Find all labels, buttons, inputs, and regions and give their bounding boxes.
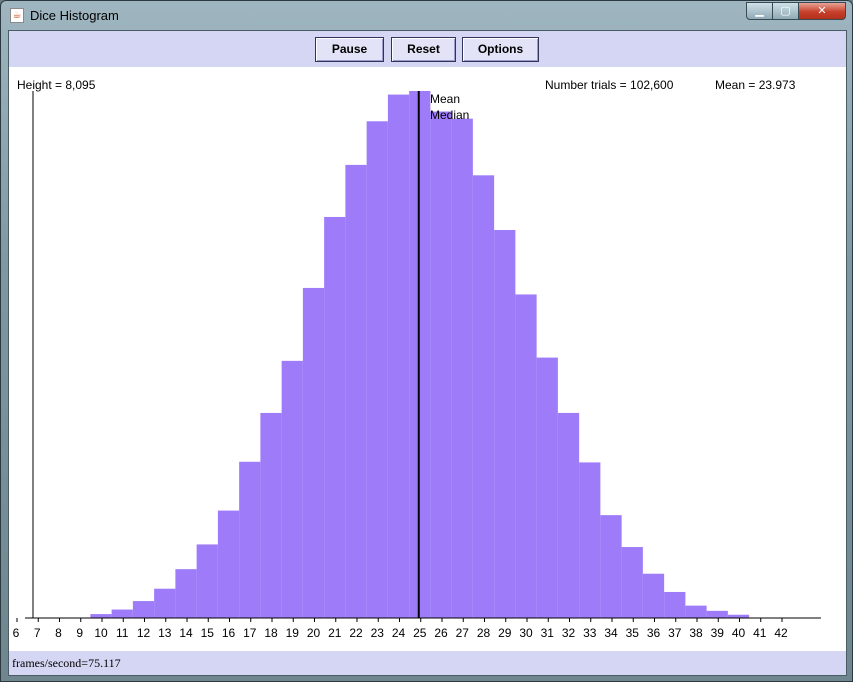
histogram-bar-16 (217, 510, 240, 618)
x-tick-label-18: 18 (264, 626, 278, 640)
histogram-bar-19 (281, 360, 303, 618)
x-axis-tick-labels: 6 7 8 9 10 11 12 13 14 15 16 17 18 19 20 21 22 23 24 25 26 27… (13, 626, 788, 640)
histogram-bar-17 (239, 461, 261, 618)
histogram-bar-27 (451, 118, 473, 619)
x-tick-label-14: 14 (179, 626, 193, 640)
histogram-bar-36 (642, 573, 665, 618)
options-button[interactable]: Options (462, 37, 539, 62)
histogram-bar-39 (706, 610, 728, 618)
histogram-bar-10 (90, 614, 112, 618)
x-tick-label-34: 34 (604, 626, 618, 640)
x-tick-label-29: 29 (498, 626, 512, 640)
status-bar: frames/second=75.117 (9, 651, 846, 675)
histogram-bar-34 (600, 515, 622, 618)
maximize-icon: ▢ (780, 4, 791, 17)
mean-marker-label: Mean (430, 92, 460, 106)
histogram-bar-24 (387, 94, 410, 618)
histogram-bar-13 (154, 588, 176, 618)
window-title: Dice Histogram (30, 8, 119, 23)
histogram-bar-23 (366, 121, 388, 618)
x-tick-label-30: 30 (519, 626, 533, 640)
x-tick-label-40: 40 (732, 626, 746, 640)
histogram-bar-37 (664, 591, 686, 618)
x-tick-label-11: 11 (116, 626, 129, 640)
minimize-icon: ▁ (755, 4, 764, 17)
window-controls: ▁ ▢ ✕ (746, 2, 846, 21)
x-tick-label-19: 19 (286, 626, 300, 640)
x-tick-label-25: 25 (413, 626, 427, 640)
histogram-bar-32 (557, 412, 580, 618)
x-tick-label-26: 26 (434, 626, 448, 640)
histogram-bar-12 (132, 601, 155, 618)
histogram-bar-11 (111, 609, 133, 618)
x-tick-label-9: 9 (76, 626, 83, 640)
x-tick-label-42: 42 (774, 626, 788, 640)
histogram-bar-21 (324, 216, 346, 618)
x-tick-label-13: 13 (158, 626, 172, 640)
x-tick-label-24: 24 (392, 626, 406, 640)
x-tick-label-16: 16 (222, 626, 236, 640)
x-tick-label-36: 36 (647, 626, 661, 640)
histogram-bar-29 (494, 229, 516, 619)
histogram-bars (90, 91, 750, 619)
histogram-bar-22 (345, 164, 367, 618)
histogram-bar-28 (472, 175, 495, 618)
x-tick-label-8: 8 (55, 626, 62, 640)
histogram-bar-30 (515, 294, 537, 618)
height-label: Height = 8,095 (17, 78, 96, 92)
x-tick-label-35: 35 (626, 626, 640, 640)
x-tick-label-32: 32 (562, 626, 576, 640)
x-tick-label-10: 10 (94, 626, 108, 640)
histogram-bar-31 (536, 357, 558, 618)
x-tick-label-38: 38 (689, 626, 703, 640)
java-icon[interactable]: ☕ (10, 8, 24, 23)
histogram-bar-40 (727, 614, 750, 618)
reset-button[interactable]: Reset (391, 37, 456, 62)
title-bar[interactable]: ☕ Dice Histogram ▁ ▢ ✕ (1, 1, 852, 30)
histogram-bar-38 (685, 605, 707, 618)
close-button[interactable]: ✕ (799, 2, 846, 20)
x-axis-ticks (16, 618, 783, 622)
histogram-bar-15 (196, 544, 218, 618)
x-tick-label-17: 17 (243, 626, 257, 640)
x-tick-label-41: 41 (753, 626, 767, 640)
x-tick-label-23: 23 (371, 626, 385, 640)
x-tick-label-21: 21 (328, 626, 342, 640)
x-tick-label-39: 39 (711, 626, 725, 640)
toolbar: Pause Reset Options (9, 31, 846, 67)
number-trials-label: Number trials = 102,600 (545, 78, 674, 92)
x-tick-label-31: 31 (541, 626, 555, 640)
x-tick-label-12: 12 (137, 626, 151, 640)
close-icon: ✕ (817, 4, 827, 17)
minimize-button[interactable]: ▁ (746, 2, 773, 20)
fps-readout: frames/second=75.117 (12, 656, 121, 670)
median-marker-label: Median (430, 108, 469, 122)
x-tick-label-27: 27 (456, 626, 470, 640)
x-tick-label-15: 15 (201, 626, 215, 640)
mean-value-label: Mean = 23.973 (715, 78, 796, 92)
x-tick-label-7: 7 (34, 626, 41, 640)
x-tick-label-22: 22 (349, 626, 363, 640)
histogram-bar-33 (579, 462, 601, 618)
pause-button[interactable]: Pause (315, 37, 384, 62)
x-tick-label-20: 20 (307, 626, 321, 640)
histogram-bar-35 (621, 547, 643, 618)
maximize-button[interactable]: ▢ (773, 2, 799, 20)
histogram-chart: 6 7 8 9 10 11 12 13 14 15 16 17 18 19 20 21 22 23 24 25 26 27… (13, 78, 821, 640)
histogram-bar-18 (260, 412, 282, 618)
histogram-bar-20 (302, 287, 325, 618)
x-tick-label-28: 28 (477, 626, 491, 640)
x-tick-label-33: 33 (583, 626, 597, 640)
x-tick-label-37: 37 (668, 626, 682, 640)
x-tick-label-6: 6 (13, 626, 20, 640)
histogram-bar-25 (409, 91, 431, 618)
histogram-bar-14 (175, 569, 197, 618)
client-area: Pause Reset Options 6 7 8 9 10 11 12 13 14 15 16 17… (8, 30, 847, 676)
histogram-bar-26 (430, 111, 452, 618)
